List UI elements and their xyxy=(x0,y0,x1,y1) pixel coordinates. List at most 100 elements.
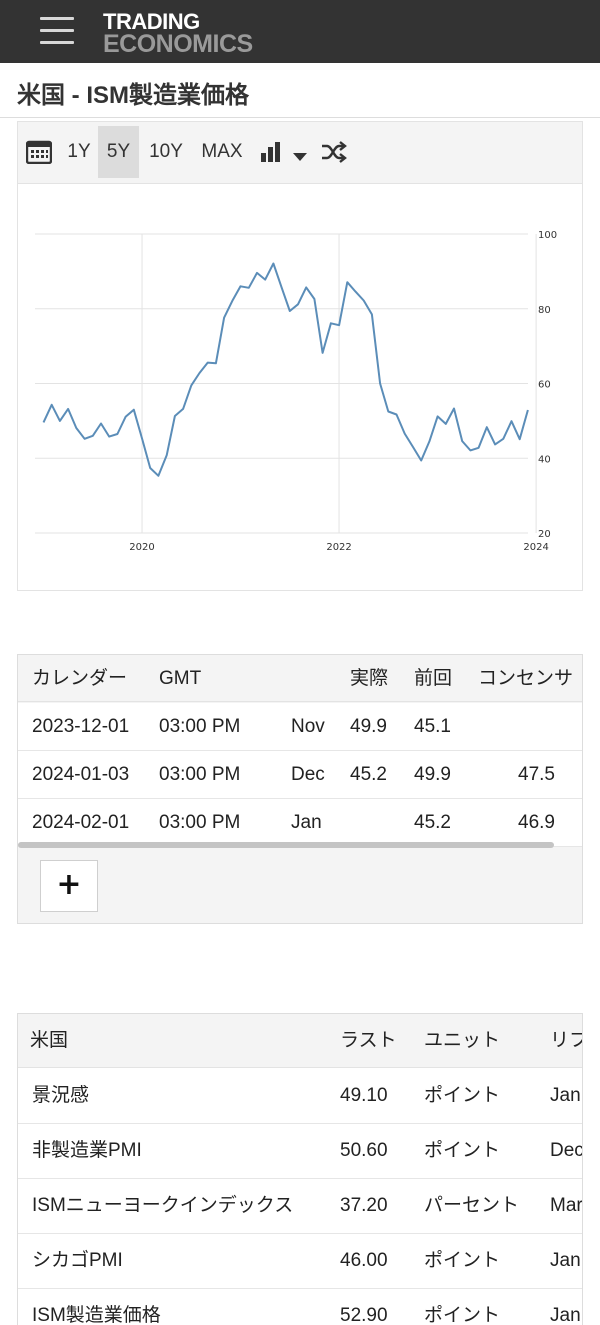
data-point xyxy=(198,372,200,374)
indicator-last: 46.00 xyxy=(340,1250,388,1271)
indicator-name[interactable]: 非製造業PMI xyxy=(32,1140,142,1161)
data-point xyxy=(363,300,365,302)
data-point xyxy=(289,310,291,312)
data-point xyxy=(264,279,266,281)
data-point xyxy=(510,420,512,422)
event-reference: Nov xyxy=(291,716,325,737)
data-point xyxy=(313,298,315,300)
x-tick-label: 2020 xyxy=(129,542,154,553)
range-10y-button[interactable]: 10Y xyxy=(149,141,183,162)
indicator-name[interactable]: 景況感 xyxy=(32,1085,90,1106)
calendar-icon[interactable] xyxy=(25,140,53,168)
indicator-unit: パーセント xyxy=(424,1195,520,1216)
header-reference: リフ xyxy=(550,1030,582,1051)
calendar-row: 2023-12-01 03:00 PM Nov 49.9 45.1 xyxy=(18,703,582,751)
data-point xyxy=(223,317,225,319)
data-point xyxy=(412,446,414,448)
table-row[interactable]: ISMニューヨークインデックス 37.20 パーセント Mar xyxy=(18,1179,582,1234)
series-layer xyxy=(42,262,529,477)
header-last: ラスト xyxy=(340,1030,397,1051)
x-tick-label: 2022 xyxy=(326,542,351,553)
table-row[interactable]: ISM製造業価格 52.90 ポイント Jan xyxy=(18,1289,582,1325)
data-point xyxy=(272,263,274,265)
data-point xyxy=(84,438,86,440)
event-date: 2023-12-01 xyxy=(32,716,130,737)
event-date: 2024-01-03 xyxy=(32,764,130,785)
brand-logo[interactable]: TRADING ECONOMICS xyxy=(103,10,253,57)
data-point xyxy=(428,440,430,442)
event-previous: 49.9 xyxy=(414,764,451,785)
data-point xyxy=(281,286,283,288)
event-date: 2024-02-01 xyxy=(32,812,130,833)
range-1y-button[interactable]: 1Y xyxy=(67,141,91,162)
calendar-header-row: カレンダー GMT 実際 前回 コンセンサ xyxy=(18,655,582,702)
y-tick-label: 100 xyxy=(538,230,557,241)
header-unit: ユニット xyxy=(424,1030,501,1051)
data-point xyxy=(141,437,143,439)
table-row[interactable]: 景況感 49.10 ポイント Jan xyxy=(18,1069,582,1124)
data-point xyxy=(330,322,332,324)
bar-chart-icon[interactable] xyxy=(261,141,283,167)
chart-panel: 1Y 5Y 10Y MAX 20 40 60 80 100 2020 2022 2024 xyxy=(17,121,583,591)
data-point xyxy=(116,433,118,435)
table-row[interactable]: 非製造業PMI 50.60 ポイント Dec xyxy=(18,1124,582,1179)
data-point xyxy=(437,415,439,417)
data-point xyxy=(478,447,480,449)
header-actual: 実際 xyxy=(350,668,389,689)
header-country: 米国 xyxy=(30,1030,69,1051)
data-point xyxy=(43,421,45,423)
event-reference: Dec xyxy=(291,764,325,785)
series-line xyxy=(42,262,529,477)
x-tick-label: 2024 xyxy=(523,542,548,553)
table-row[interactable]: シカゴPMI 46.00 ポイント Jan xyxy=(18,1234,582,1289)
range-5y-button[interactable]: 5Y xyxy=(98,126,139,178)
y-tick-label: 40 xyxy=(538,454,551,465)
range-max-button[interactable]: MAX xyxy=(201,141,243,162)
event-reference: Jan xyxy=(291,812,322,833)
data-point xyxy=(256,272,258,274)
caret-down-icon[interactable] xyxy=(293,147,307,166)
data-point xyxy=(322,352,324,354)
top-navbar: TRADING ECONOMICS xyxy=(0,0,600,63)
indicator-name[interactable]: ISM製造業価格 xyxy=(32,1305,161,1325)
related-indicators-table: 米国 ラスト ユニット リフ 景況感 49.10 ポイント Jan 非製造業PM… xyxy=(17,1013,583,1325)
indicator-last: 50.60 xyxy=(340,1140,388,1161)
data-point xyxy=(207,362,209,364)
data-point xyxy=(108,436,110,438)
header-calendar: カレンダー xyxy=(32,668,128,689)
x-axis-ticks: 2020 2022 2024 xyxy=(129,542,549,553)
horizontal-scrollbar[interactable] xyxy=(18,842,554,848)
data-point xyxy=(215,362,217,364)
indicator-reference: Jan xyxy=(550,1305,581,1325)
data-point xyxy=(453,408,455,410)
header-gmt: GMT xyxy=(159,668,202,689)
indicator-name[interactable]: シカゴPMI xyxy=(32,1250,123,1271)
data-point xyxy=(371,313,373,315)
indicator-name[interactable]: ISMニューヨークインデックス xyxy=(32,1195,294,1216)
shuffle-icon[interactable] xyxy=(321,140,347,168)
data-point xyxy=(125,416,127,418)
data-point xyxy=(67,408,69,410)
calendar-row: 2024-02-01 03:00 PM Jan 45.2 46.9 xyxy=(18,799,582,847)
calendar-row: 2024-01-03 03:00 PM Dec 45.2 49.9 47.5 xyxy=(18,751,582,799)
indicator-unit: ポイント xyxy=(424,1140,501,1161)
data-point xyxy=(445,423,447,425)
event-time: 03:00 PM xyxy=(159,764,241,785)
data-point xyxy=(248,287,250,289)
show-more-button[interactable]: + xyxy=(40,860,98,912)
indicator-reference: Jan xyxy=(550,1250,581,1271)
data-point xyxy=(51,404,53,406)
data-point xyxy=(59,420,61,422)
indicator-last: 52.90 xyxy=(340,1305,388,1325)
related-header-row: 米国 ラスト ユニット リフ xyxy=(18,1014,582,1068)
chart-toolbar: 1Y 5Y 10Y MAX xyxy=(18,122,582,184)
data-point xyxy=(100,422,102,424)
menu-icon[interactable] xyxy=(40,17,74,45)
event-time: 03:00 PM xyxy=(159,716,241,737)
event-consensus: 46.9 xyxy=(518,812,555,833)
data-point xyxy=(166,454,168,456)
data-point xyxy=(527,409,529,411)
event-time: 03:00 PM xyxy=(159,812,241,833)
data-point xyxy=(346,281,348,283)
line-chart: 20 40 60 80 100 2020 2022 2024 xyxy=(35,230,557,553)
